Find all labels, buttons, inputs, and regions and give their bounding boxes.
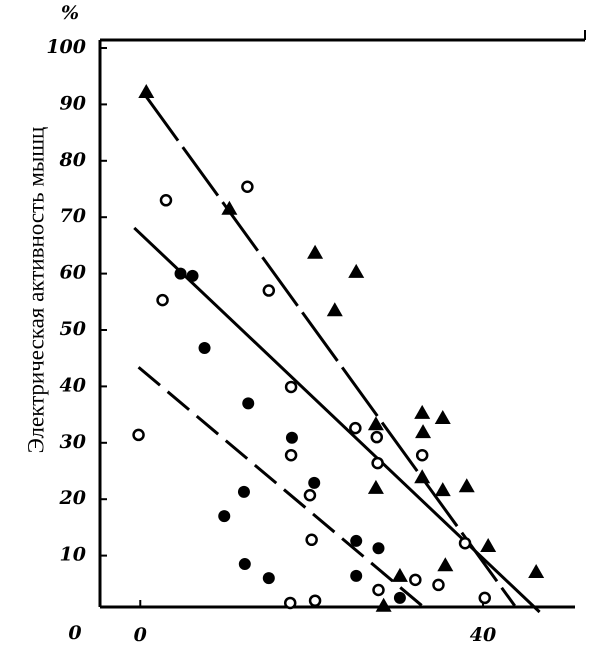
open-circle-point bbox=[156, 293, 169, 307]
triangle-point bbox=[307, 244, 324, 259]
open-circle-point bbox=[308, 594, 322, 607]
filled-circle-point bbox=[393, 591, 406, 604]
filled-circle-point bbox=[350, 534, 363, 547]
y-tick-label: 80 bbox=[59, 149, 86, 171]
triangle-point bbox=[221, 200, 238, 215]
y-tick-label: 70 bbox=[60, 205, 86, 227]
y-tick-label: 20 bbox=[59, 487, 86, 509]
open-circle-point bbox=[241, 180, 254, 193]
filled-circle-point bbox=[262, 572, 275, 585]
filled-circle-point bbox=[198, 342, 211, 355]
triangle-point bbox=[138, 83, 155, 98]
y-tick-label: 40 bbox=[60, 374, 86, 396]
open-circle-point bbox=[262, 284, 276, 297]
triangle-point bbox=[434, 409, 451, 424]
open-circle-point bbox=[370, 430, 384, 444]
triangle-point bbox=[375, 597, 392, 612]
open-circle-point bbox=[478, 591, 491, 605]
open-circle-point bbox=[283, 596, 297, 610]
filled-circle-point bbox=[237, 485, 250, 498]
triangle-point bbox=[434, 482, 451, 497]
triangle-point bbox=[326, 302, 343, 317]
triangle-point bbox=[414, 404, 431, 419]
open-circle-point bbox=[349, 421, 362, 435]
triangle-point bbox=[528, 563, 545, 578]
triangle-point bbox=[391, 567, 408, 582]
y-tick-label: 10 bbox=[60, 544, 86, 566]
filled-circle-point bbox=[186, 269, 199, 282]
open-circle-point bbox=[432, 578, 445, 592]
filled-circle-point bbox=[308, 476, 321, 489]
x-tick-label: 40 bbox=[470, 624, 496, 646]
filled-circle-point bbox=[242, 397, 255, 410]
open-circle-point bbox=[284, 448, 298, 462]
open-circle-point bbox=[458, 536, 472, 550]
triangle-point bbox=[458, 478, 475, 493]
y-tick-label: 90 bbox=[60, 92, 86, 114]
filled-circle-point bbox=[372, 542, 385, 555]
filled-circle-point bbox=[285, 431, 298, 444]
open-circle-point bbox=[305, 533, 318, 547]
y-unit: % bbox=[61, 2, 79, 24]
triangle-point bbox=[415, 424, 432, 439]
triangle-point bbox=[367, 479, 384, 494]
open-circle-point bbox=[371, 456, 384, 470]
open-circle-point bbox=[415, 448, 429, 462]
triangle-point bbox=[480, 538, 497, 553]
trend-line bbox=[133, 226, 541, 614]
triangle-point bbox=[437, 557, 454, 572]
trend-line bbox=[141, 91, 516, 607]
filled-circle-point bbox=[174, 267, 187, 280]
y-tick-label: 50 bbox=[60, 318, 86, 340]
y-tick-label: 60 bbox=[60, 262, 86, 284]
filled-circle-point bbox=[218, 510, 231, 523]
open-circle-point bbox=[132, 428, 145, 442]
filled-circle-point bbox=[350, 569, 363, 582]
open-circle-point bbox=[372, 583, 385, 597]
open-circle-point bbox=[303, 489, 317, 502]
y-axis-label: Электрическая активность мышц bbox=[23, 127, 48, 454]
y-tick-label: 30 bbox=[60, 431, 86, 453]
open-circle-point bbox=[409, 573, 422, 587]
y-tick-label: 0 bbox=[68, 622, 81, 644]
filled-circle-point bbox=[238, 558, 251, 571]
triangle-point bbox=[348, 263, 365, 278]
open-circle-point bbox=[284, 380, 298, 394]
triangle-point bbox=[414, 469, 431, 484]
open-circle-point bbox=[159, 194, 173, 207]
y-tick-label: 100 bbox=[46, 36, 86, 58]
x-tick-label: 0 bbox=[134, 624, 147, 646]
triangle-point bbox=[367, 416, 384, 431]
trend-line bbox=[137, 366, 426, 610]
